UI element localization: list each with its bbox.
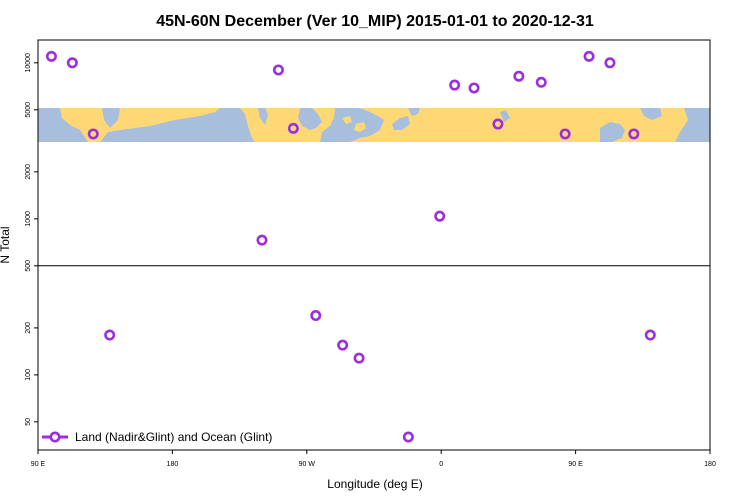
data-point [492, 118, 504, 130]
legend-label: Land (Nadir&Glint) and Ocean (Glint) [75, 430, 272, 444]
y-tick-label: 2000 [25, 164, 32, 180]
x-tick-label: 180 [704, 461, 716, 468]
data-point [604, 57, 616, 69]
data-point [353, 352, 365, 364]
y-tick-label: 200 [25, 322, 32, 334]
data-point [87, 128, 99, 140]
data-point [45, 50, 57, 62]
x-axis-label: Longitude (deg E) [327, 477, 422, 491]
data-point [310, 310, 322, 322]
legend: Land (Nadir&Glint) and Ocean (Glint) [42, 430, 272, 444]
data-point [559, 128, 571, 140]
data-point [468, 82, 480, 94]
legend-marker [49, 431, 61, 443]
data-point [449, 79, 461, 91]
data-point [434, 210, 446, 222]
x-tick-label: 180 [167, 461, 179, 468]
data-point [628, 128, 640, 140]
y-axis: 50 100 200 500 1000 2000 5000 10000 [25, 53, 38, 426]
data-point [287, 122, 299, 134]
x-tick-label: 90 W [299, 461, 316, 468]
y-tick-label: 10000 [25, 53, 32, 73]
data-point [402, 431, 414, 443]
x-tick-label: 90 E [31, 461, 46, 468]
data-point [272, 64, 284, 76]
data-point [644, 329, 656, 341]
y-axis-label: N Total [0, 226, 12, 263]
data-point [104, 329, 116, 341]
y-tick-label: 500 [25, 260, 32, 272]
x-axis: 90 E 180 90 W 0 90 E 180 [31, 450, 716, 468]
data-point [583, 50, 595, 62]
plot-frame [37, 39, 711, 451]
data-points [45, 50, 656, 443]
data-point [535, 76, 547, 88]
y-tick-label: 50 [25, 418, 32, 426]
x-tick-label: 90 E [568, 461, 583, 468]
map-background [38, 108, 710, 142]
data-point [337, 339, 349, 351]
data-point [256, 234, 268, 246]
y-tick-label: 1000 [25, 211, 32, 227]
data-point [66, 57, 78, 69]
data-point [513, 70, 525, 82]
x-tick-label: 0 [439, 461, 443, 468]
y-tick-label: 100 [25, 369, 32, 381]
y-tick-label: 5000 [25, 102, 32, 118]
chart-title: 45N-60N December (Ver 10_MIP) 2015-01-01… [156, 13, 594, 30]
